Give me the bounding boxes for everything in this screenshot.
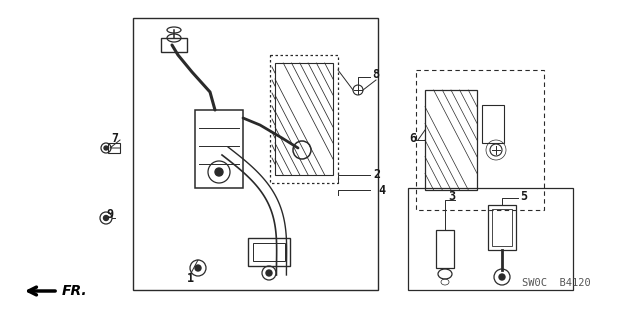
Bar: [270, 55, 338, 183]
Circle shape: [104, 146, 108, 150]
Text: 4: 4: [378, 183, 385, 197]
Circle shape: [215, 168, 223, 176]
Text: 5: 5: [520, 189, 527, 203]
Text: 2: 2: [373, 168, 381, 182]
Text: 7: 7: [111, 131, 118, 145]
Bar: [488, 205, 516, 250]
Text: 3: 3: [449, 189, 456, 203]
Text: 1: 1: [186, 271, 193, 285]
Circle shape: [499, 274, 505, 280]
Bar: [195, 110, 243, 188]
Text: 9: 9: [106, 209, 113, 221]
Text: FR.: FR.: [62, 284, 88, 298]
Bar: [133, 18, 378, 290]
Bar: [253, 243, 285, 261]
Bar: [436, 230, 454, 268]
Text: 6: 6: [410, 131, 417, 145]
Bar: [275, 63, 333, 175]
Circle shape: [266, 270, 272, 276]
Bar: [416, 70, 544, 210]
Bar: [425, 90, 477, 190]
Text: SW0C  B4120: SW0C B4120: [522, 278, 590, 288]
Bar: [248, 238, 290, 266]
Bar: [492, 209, 512, 246]
Circle shape: [195, 265, 201, 271]
Circle shape: [104, 216, 109, 220]
Text: 8: 8: [372, 69, 380, 81]
Bar: [408, 188, 573, 290]
Bar: [482, 105, 504, 143]
Bar: [108, 143, 120, 153]
Bar: [161, 38, 187, 52]
